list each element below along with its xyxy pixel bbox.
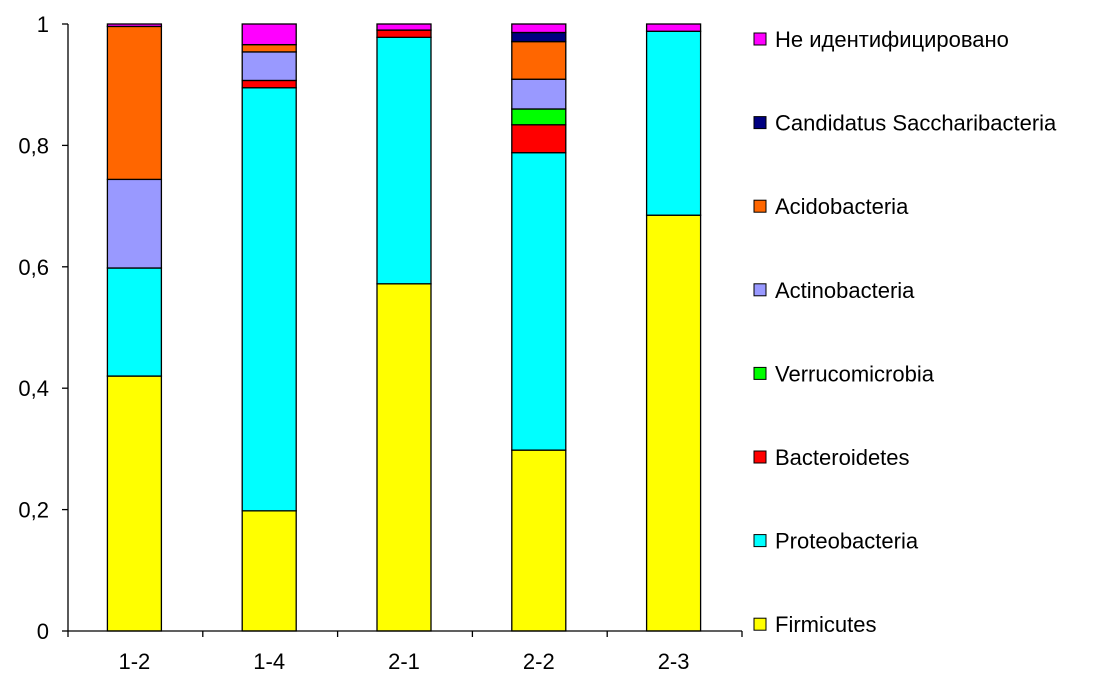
legend-item: Acidobacteria: [753, 194, 909, 219]
legend-label: Firmicutes: [775, 612, 876, 637]
x-tick-label: 1-2: [119, 649, 151, 674]
bar-segment-не-идентифицировано-2-2: [511, 23, 567, 34]
legend-label: Не идентифицировано: [775, 27, 1009, 52]
legend: Не идентифицировано Candidatus Sacchariba…: [753, 27, 1057, 637]
y-tick-label: 0,4: [18, 376, 49, 401]
bars-layer: [106, 23, 702, 632]
bar-segment-verrucomicrobia-2-2: [511, 108, 567, 126]
axes-layer: [67, 24, 742, 632]
bar-segment-actinobacteria-1-2: [106, 178, 163, 269]
bar-segment-candidatus-saccharibacteria-2-2: [511, 31, 567, 43]
bar-segment-firmicutes-1-2: [106, 375, 163, 632]
bar-segment-не-идентифицировано-2-3: [645, 23, 702, 32]
bar-segment-firmicutes-2-1: [376, 283, 432, 632]
y-tick-label: 0,8: [18, 133, 49, 158]
x-tick-label: 2-1: [388, 649, 420, 674]
legend-swatch: [753, 366, 767, 380]
legend-item: Candidatus Saccharibacteria: [753, 111, 1057, 136]
legend-label: Candidatus Saccharibacteria: [775, 111, 1057, 136]
legend-swatch: [753, 116, 767, 130]
legend-item: Firmicutes: [753, 612, 876, 637]
legend-label: Actinobacteria: [775, 278, 915, 303]
bar-segment-bacteroidetes-1-4: [241, 79, 297, 89]
bar-segment-proteobacteria-2-3: [645, 30, 702, 216]
legend-label: Bacteroidetes: [775, 445, 910, 470]
bar-segment-не-идентифицировано-2-1: [376, 23, 432, 31]
bar-segment-actinobacteria-1-4: [241, 51, 297, 82]
legend-item: Verrucomicrobia: [753, 361, 935, 386]
x-tick-label: 2-3: [658, 649, 690, 674]
y-tick-label: 0,2: [18, 498, 49, 523]
bar-segment-bacteroidetes-2-1: [376, 29, 432, 38]
legend-swatch: [753, 32, 767, 46]
legend-swatch: [753, 283, 767, 297]
legend-label: Proteobacteria: [775, 529, 919, 554]
bar-segment-firmicutes-1-4: [241, 510, 297, 632]
y-tick-label: 1: [37, 12, 49, 37]
y-tick-label: 0: [37, 619, 49, 644]
bar-segment-proteobacteria-1-4: [241, 87, 297, 512]
legend-label: Verrucomicrobia: [775, 361, 935, 386]
bar-segment-acidobacteria-2-2: [511, 40, 567, 80]
legend-item: Не идентифицировано: [753, 27, 1009, 52]
bar-segment-proteobacteria-1-2: [106, 267, 163, 377]
bar-segment-bacteroidetes-2-2: [511, 124, 567, 154]
bar-segment-acidobacteria-1-4: [241, 43, 297, 53]
bar-segment-firmicutes-2-2: [511, 449, 567, 632]
legend-label: Acidobacteria: [775, 194, 909, 219]
legend-item: Bacteroidetes: [753, 445, 910, 470]
bar-segment-proteobacteria-2-2: [511, 152, 567, 451]
legend-swatch: [753, 617, 767, 631]
ticks-layer: 0 0,2 0,4 0,6 0,8 1 1-2 1-4 2-1 2-2 2-3: [18, 12, 743, 674]
bar-segment-proteobacteria-2-1: [376, 36, 432, 285]
legend-item: Proteobacteria: [753, 529, 919, 554]
legend-swatch: [753, 534, 767, 548]
bar-segment-firmicutes-2-3: [645, 214, 702, 632]
bar-segment-acidobacteria-1-2: [106, 25, 163, 181]
bar-segment-не-идентифицировано-1-2: [106, 23, 163, 28]
x-tick-label: 1-4: [253, 649, 285, 674]
bar-segment-не-идентифицировано-1-4: [241, 23, 297, 46]
y-tick-label: 0,6: [18, 255, 49, 280]
legend-item: Actinobacteria: [753, 278, 915, 303]
bar-segment-actinobacteria-2-2: [511, 78, 567, 110]
legend-swatch: [753, 450, 767, 464]
legend-swatch: [753, 199, 767, 213]
x-tick-label: 2-2: [523, 649, 555, 674]
